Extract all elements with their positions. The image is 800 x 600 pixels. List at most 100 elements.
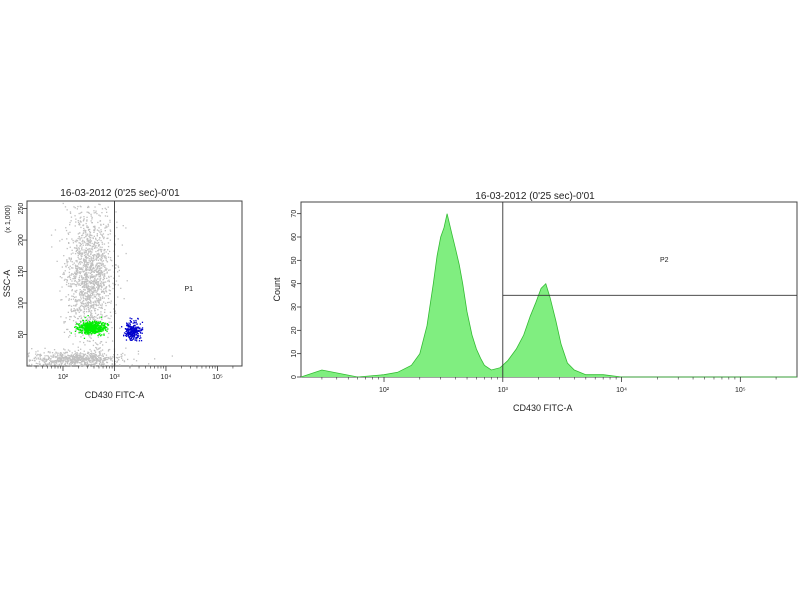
scatter-point-s0: [90, 276, 93, 278]
scatter-point-s0: [79, 224, 81, 226]
scatter-point-s0: [105, 226, 107, 229]
scatter-point-s1: [84, 363, 86, 365]
scatter-point-s1: [70, 364, 72, 367]
scatter-point-s0: [79, 245, 81, 247]
scatter-point-s1: [40, 354, 42, 356]
scatter-point-s0: [91, 222, 93, 224]
scatter-point-s1: [87, 359, 90, 361]
scatter-point-s1: [154, 358, 156, 360]
scatter-point-s2: [90, 322, 92, 324]
scatter-point-s0: [102, 265, 104, 267]
scatter-point-s0: [95, 259, 98, 261]
scatter-point-s1: [93, 358, 95, 360]
scatter-plot-frame: [26, 200, 243, 367]
scatter-point-s1: [79, 362, 81, 364]
scatter-point-s3: [140, 337, 142, 339]
scatter-point-s0: [92, 237, 94, 240]
scatter-point-s2: [89, 327, 92, 329]
scatter-point-s0: [69, 212, 72, 214]
scatter-point-s0: [80, 336, 82, 338]
scatter-point-s2: [92, 320, 94, 322]
scatter-point-s1: [148, 363, 150, 365]
scatter-point-s0: [73, 278, 75, 280]
scatter-point-s0: [98, 300, 100, 302]
scatter-point-s0: [103, 256, 106, 258]
scatter-point-s0: [92, 301, 94, 303]
scatter-point-s1: [39, 355, 41, 357]
scatter-point-s1: [45, 360, 47, 362]
scatter-point-s3: [125, 335, 127, 337]
scatter-point-s0: [109, 311, 112, 313]
scatter-point-s2: [87, 315, 89, 317]
scatter-point-s0: [82, 239, 84, 241]
scatter-point-s0: [86, 225, 88, 227]
scatter-point-s0: [102, 290, 104, 292]
scatter-point-s2: [84, 328, 86, 331]
scatter-point-s1: [68, 357, 71, 359]
scatter-point-s0: [90, 258, 93, 260]
scatter-point-s0: [69, 331, 71, 333]
scatter-point-s0: [97, 281, 99, 283]
scatter-point-s0: [95, 304, 98, 306]
scatter-point-s0: [100, 231, 103, 233]
scatter-point-s0: [93, 275, 95, 277]
scatter-point-s0: [80, 254, 82, 256]
scatter-point-s0: [76, 317, 79, 320]
scatter-point-s0: [65, 265, 67, 267]
scatter-point-s2: [105, 328, 107, 330]
scatter-point-s0: [107, 301, 109, 304]
scatter-point-s1: [82, 358, 84, 360]
scatter-point-s0: [94, 296, 96, 298]
scatter-point-s0: [101, 297, 104, 299]
scatter-point-s0: [91, 257, 93, 259]
scatter-point-s1: [83, 360, 85, 362]
scatter-point-s3: [135, 329, 137, 331]
scatter-point-s0: [81, 234, 83, 237]
scatter-point-s0: [93, 212, 95, 214]
scatter-point-s1: [46, 355, 48, 357]
scatter-point-s2: [93, 332, 95, 334]
scatter-point-s0: [120, 287, 122, 289]
scatter-point-s0: [97, 282, 100, 284]
scatter-point-s0: [87, 302, 89, 304]
scatter-point-s2: [78, 323, 80, 325]
scatter-point-s1: [71, 355, 73, 357]
scatter-point-s0: [79, 284, 82, 286]
scatter-point-s0: [76, 259, 78, 262]
scatter-point-s0: [102, 263, 104, 265]
scatter-point-s1: [89, 364, 92, 366]
scatter-point-s3: [135, 321, 137, 323]
scatter-point-s0: [101, 271, 103, 274]
scatter-point-s1: [123, 361, 126, 363]
scatter-point-s0: [101, 241, 103, 243]
scatter-point-s0: [92, 260, 94, 262]
scatter-point-s2: [79, 329, 82, 332]
scatter-point-s1: [76, 359, 78, 361]
scatter-point-s0: [69, 276, 71, 279]
scatter-point-s2: [89, 324, 91, 326]
scatter-point-s0: [98, 230, 100, 232]
scatter-point-s0: [117, 271, 119, 273]
scatter-point-s1: [53, 363, 55, 365]
scatter-point-s0: [69, 211, 72, 213]
scatter-point-s0: [93, 284, 96, 286]
scatter-point-s0: [92, 264, 94, 266]
scatter-point-s0: [68, 257, 70, 259]
scatter-point-s0: [80, 315, 82, 317]
scatter-point-s0: [94, 227, 96, 229]
scatter-point-s3: [127, 330, 129, 332]
scatter-point-s1: [78, 358, 80, 361]
scatter-point-s0: [80, 221, 82, 223]
scatter-point-s3: [129, 323, 131, 325]
scatter-point-s0: [66, 279, 68, 282]
scatter-point-s2: [75, 326, 77, 328]
scatter-point-s2: [80, 329, 83, 331]
scatter-point-s0: [103, 252, 105, 254]
scatter-point-s3: [129, 339, 131, 341]
scatter-point-s0: [107, 350, 110, 352]
scatter-point-s0: [98, 299, 100, 301]
scatter-point-s0: [84, 230, 86, 233]
scatter-point-s0: [87, 233, 89, 235]
scatter-point-s3: [128, 333, 131, 335]
scatter-point-s1: [27, 353, 29, 355]
